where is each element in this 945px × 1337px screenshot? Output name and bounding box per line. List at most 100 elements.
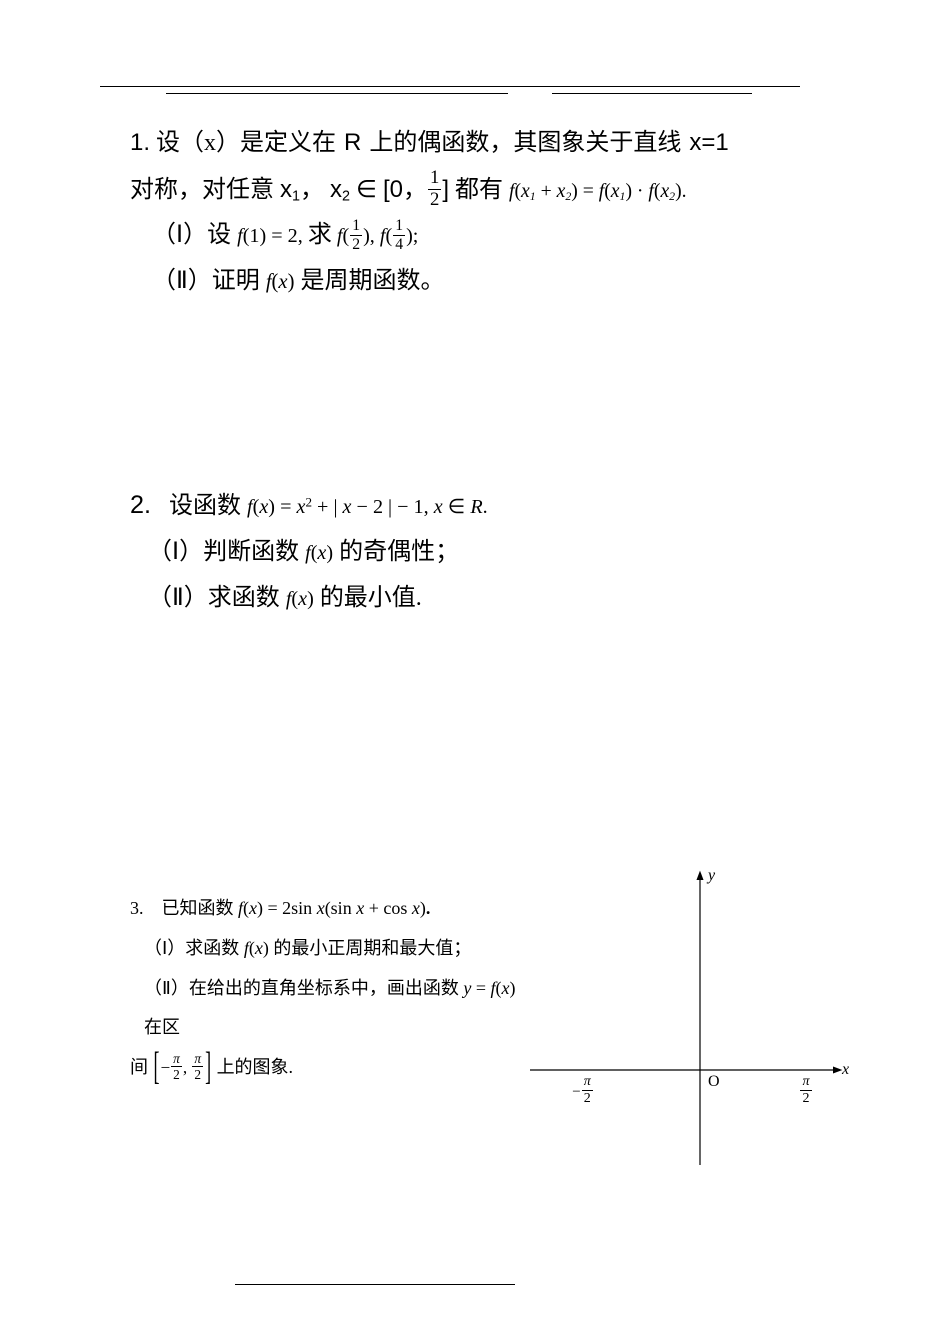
p3-eq: = 2sin — [268, 898, 313, 918]
p1-eq-rx1: x — [611, 180, 620, 202]
p2-p1-lbl: （Ⅰ）判断函数 — [148, 539, 299, 565]
p1-p1-sc: ; — [413, 225, 419, 247]
p3-head: 已知函数 — [162, 898, 234, 918]
p1-eq-p: + — [541, 180, 552, 202]
p3-pi1: π — [171, 1052, 182, 1066]
p1-x1s: 1 — [292, 188, 300, 204]
neg-pi-2-d: 2 — [582, 1090, 593, 1106]
p3-rbracket-icon: ] — [205, 1024, 211, 1111]
p2-pabs: + | — [317, 496, 337, 518]
p1-part1: （Ⅰ）设 f(1) = 2, 求 f(12), f(14); — [130, 213, 845, 259]
origin-label: O — [708, 1073, 720, 1091]
p1-p1-qiu: 求 — [308, 222, 332, 248]
p1-eq-c: ) — [571, 180, 578, 202]
p1-p2-x: x — [278, 271, 287, 293]
p1-eq-dot: · — [637, 180, 644, 202]
p1-c1: ， — [300, 176, 324, 203]
p3-pi2: π — [192, 1052, 203, 1066]
tick-pos-pi-2: π2 — [796, 1077, 816, 1108]
p1-p1-quarter: 14 — [393, 218, 405, 252]
p1-t2: 上的偶函数，其图象关于直线 — [369, 130, 681, 156]
p3-lbracket-icon: [ — [154, 1024, 160, 1111]
p3-p2-y: y — [463, 978, 471, 998]
gap-2 — [130, 649, 845, 889]
p3-part2a: （Ⅱ）在给出的直角坐标系中，画出函数 y = f(x) 在区 — [130, 969, 530, 1048]
p1-number: 1. — [130, 129, 150, 156]
p2-part1: （Ⅰ）判断函数 f(x) 的奇偶性； — [130, 530, 845, 576]
coordinate-axes: y x O −π2 π2 — [530, 865, 850, 1175]
p3-x: x — [249, 898, 257, 918]
header-rule — [100, 86, 800, 87]
p1-t1: 设（x）是定义在 — [156, 130, 336, 156]
neg-pi-2-frac: π2 — [582, 1075, 593, 1106]
p3-x2: x — [356, 898, 364, 918]
y-axis-label: y — [708, 867, 715, 885]
p3-p2-x: x — [502, 978, 510, 998]
p1-x2: x — [330, 176, 342, 203]
p3-pospi2: π2 — [192, 1052, 203, 1082]
p1-x1: x — [280, 176, 292, 203]
p2-R: R — [470, 496, 482, 518]
p3-pl: + cos — [369, 898, 408, 918]
p3-x3: x — [412, 898, 420, 918]
p1-p1-f2: f — [337, 225, 343, 247]
p2-m2: − 2 | − 1, — [357, 496, 429, 518]
problem-3: 3. 已知函数 f(x) = 2sin x(sin x + cos x). （Ⅰ… — [130, 889, 530, 1087]
p1-p1-o: (1) — [243, 225, 267, 247]
p3-p1-lbl: （Ⅰ）求函数 — [144, 938, 239, 958]
p1-eq-s1: 1 — [530, 189, 536, 203]
p3-dot: . — [426, 898, 431, 918]
p2-p1-tail: 的奇偶性； — [339, 539, 459, 565]
p1-p1-eq2: = 2, — [271, 225, 303, 247]
p1-eq-eq: = — [583, 180, 594, 202]
p3-two2: 2 — [192, 1066, 203, 1081]
p2-xin: x — [434, 496, 443, 518]
p2-p1-x: x — [317, 542, 326, 564]
p2-p2-x: x — [298, 588, 307, 610]
p3-two1: 2 — [171, 1066, 182, 1081]
p3-x1: x — [317, 898, 325, 918]
p1-p1-f3: f — [380, 225, 386, 247]
p2-line1: 2. 设函数 f(x) = x2 + | x − 2 | − 1, x ∈ R. — [130, 482, 845, 530]
p1-half: 12 — [428, 169, 441, 209]
p1-part2: （Ⅱ）证明 f(x) 是周期函数。 — [130, 259, 845, 305]
pos-pi-2-frac: π2 — [800, 1075, 811, 1106]
tick-neg-pi-2: −π2 — [568, 1077, 598, 1108]
p3-p2-f: f — [491, 978, 496, 998]
p3-part1: （Ⅰ）求函数 f(x) 的最小正周期和最大值； — [130, 929, 530, 969]
p2-p2-f: f — [286, 588, 292, 610]
p1-p1-cm: , — [370, 225, 375, 247]
p1-p1-hn: 1 — [350, 218, 362, 235]
p3-p1-x: x — [255, 938, 263, 958]
p1-l2a: 对称，对任意 — [130, 177, 274, 203]
p1-eq-rc1: ) — [625, 180, 632, 202]
p1-rb: ] — [442, 176, 449, 203]
p1-p1-qd: 4 — [393, 235, 405, 253]
p2-part2: （Ⅱ）求函数 f(x) 的最小值. — [130, 576, 845, 622]
p2-p1-f: f — [305, 542, 311, 564]
p1-p2-tail: 是周期函数。 — [300, 268, 444, 294]
gap-1 — [130, 332, 845, 482]
p1-eq-rx2: x — [660, 180, 669, 202]
p2-p2-lbl: （Ⅱ）求函数 — [148, 585, 280, 611]
p1-have: 都有 — [455, 177, 503, 203]
x-axis-label: x — [842, 1061, 849, 1079]
axes-svg — [530, 865, 850, 1175]
p3-p2-eq: = — [476, 978, 486, 998]
neg-pi-2-n: π — [582, 1075, 593, 1090]
p3-part2b: 间 [−π2, π2] 上的图象. — [130, 1048, 530, 1088]
p1-eq-end: . — [682, 180, 687, 202]
header-rule-seg2 — [552, 93, 752, 94]
p3-p1-tail: 的最小正周期和最大值； — [273, 938, 471, 958]
p1-p1-hd: 2 — [350, 235, 362, 253]
p3-p2-b: 在区 — [144, 1017, 180, 1037]
p1-p1-lbl: （Ⅰ）设 — [152, 222, 231, 248]
p2-inR: ∈ — [448, 496, 466, 518]
p3-p2-a: （Ⅱ）在给出的直角坐标系中，画出函数 — [144, 978, 459, 998]
p1-xeq1: x=1 — [687, 129, 730, 156]
p1-p1-qn: 1 — [393, 218, 405, 235]
p1-x2s: 2 — [342, 188, 350, 204]
p2-p2-tail: 的最小值. — [320, 585, 422, 611]
footer-rule — [235, 1284, 515, 1285]
p3-p2-l2a: 间 — [130, 1057, 148, 1077]
